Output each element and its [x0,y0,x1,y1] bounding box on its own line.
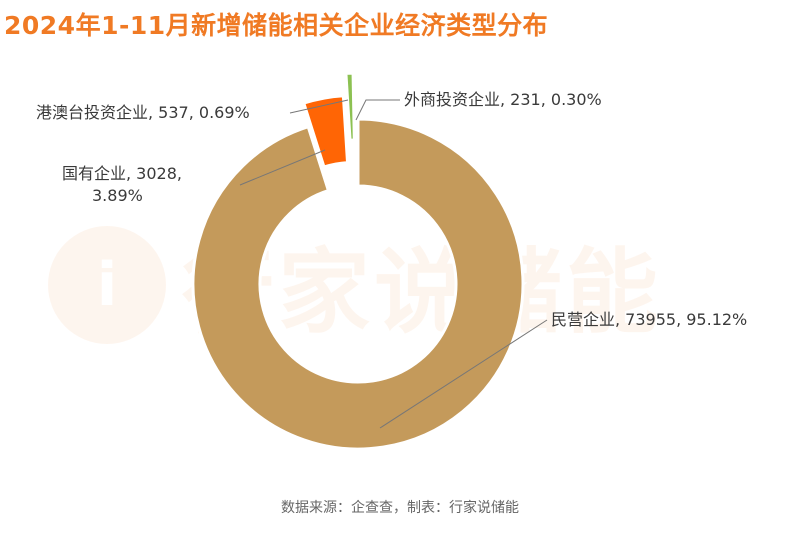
label-state-owned-line1: 国有企业, 3028, [62,164,182,183]
label-state-owned-line2: 3.89% [92,186,143,205]
slice-private [191,117,525,451]
leader-state-owned [239,149,326,186]
leader-lines-group [239,99,548,429]
leader-hk-macau-taiwan [289,99,349,114]
label-foreign: 外商投资企业, 231, 0.30% [404,90,602,109]
label-hk-macau-taiwan: 港澳台投资企业, 537, 0.69% [36,103,250,122]
slices-group [191,71,525,451]
slice-state-owned [301,94,350,169]
leader-foreign [355,99,400,121]
label-private: 民营企业, 73955, 95.12% [551,310,748,329]
source-note: 数据来源：企查查，制表：行家说储能 [281,500,519,516]
chart-title: 2024年1-11月新增储能相关企业经济类型分布 [4,11,549,40]
slice-foreign [353,91,360,162]
leader-private [379,319,548,429]
slice-hk-macau-taiwan [344,71,356,142]
